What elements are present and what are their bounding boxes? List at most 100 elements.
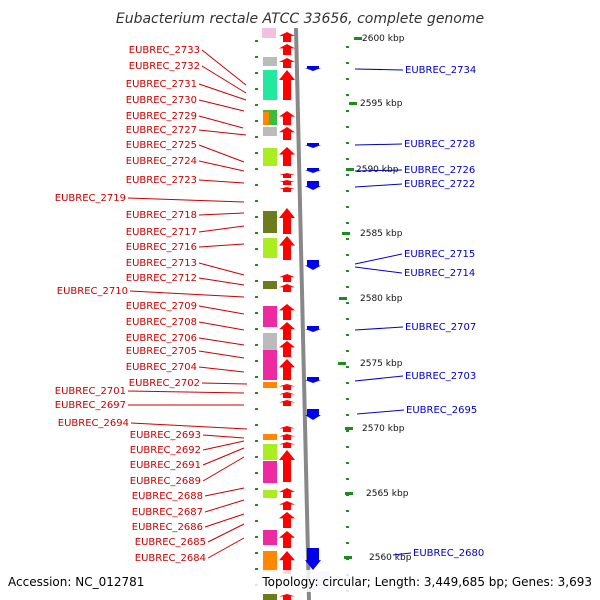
left-leader-line (201, 382, 248, 385)
right-gene-label[interactable]: EUBREC_2722 (404, 179, 475, 190)
left-gene-label[interactable]: EUBREC_2718 (126, 210, 197, 221)
track-dash (255, 328, 258, 330)
left-gene-label[interactable]: EUBREC_2725 (126, 140, 197, 151)
forward-gene-arrow (279, 32, 295, 42)
right-gene-label[interactable]: EUBREC_2734 (405, 65, 476, 76)
left-gene-label[interactable]: EUBREC_2701 (55, 386, 126, 397)
track-dash (255, 296, 258, 298)
left-gene-label[interactable]: EUBREC_2712 (126, 273, 197, 284)
feature-block (263, 70, 277, 100)
left-gene-label[interactable]: EUBREC_2704 (126, 362, 197, 373)
forward-gene-arrow (279, 58, 295, 68)
left-gene-label[interactable]: EUBREC_2732 (129, 61, 200, 72)
left-leader-line (198, 212, 245, 216)
track-dash (346, 398, 349, 400)
left-gene-label[interactable]: EUBREC_2705 (126, 346, 197, 357)
track-dash (255, 152, 258, 154)
track-dash (346, 302, 349, 304)
feature-block (263, 434, 277, 440)
reverse-gene-arrow (305, 326, 321, 332)
left-leader-line (198, 160, 245, 172)
left-gene-label[interactable]: EUBREC_2693 (130, 430, 201, 441)
left-leader-line (198, 337, 245, 346)
right-gene-label[interactable]: EUBREC_2726 (404, 165, 475, 176)
feature-block (263, 490, 277, 498)
track-dash (346, 270, 349, 272)
track-dash (255, 376, 258, 378)
track-dash (255, 264, 258, 266)
left-gene-label[interactable]: EUBREC_2724 (126, 156, 197, 167)
reverse-gene-arrow (305, 409, 321, 420)
topology-label: Topology: circular; Length: 3,449,685 bp… (261, 575, 592, 589)
forward-gene-arrow (279, 173, 295, 178)
left-gene-label[interactable]: EUBREC_2717 (126, 227, 197, 238)
scale-tick-label: 2580 kbp (360, 294, 403, 304)
left-gene-label[interactable]: EUBREC_2709 (126, 301, 197, 312)
left-gene-label[interactable]: EUBREC_2719 (55, 193, 126, 204)
right-gene-label[interactable]: EUBREC_2707 (405, 322, 476, 333)
track-dash (346, 542, 349, 544)
right-gene-label[interactable]: EUBREC_2714 (404, 268, 475, 279)
left-gene-label[interactable]: EUBREC_2716 (126, 242, 197, 253)
left-gene-label[interactable]: EUBREC_2697 (55, 400, 126, 411)
forward-gene-arrow (279, 44, 295, 55)
left-gene-label[interactable]: EUBREC_2731 (126, 79, 197, 90)
scale-tick-label: 2595 kbp (360, 99, 403, 109)
track-dash (346, 158, 349, 160)
left-gene-label[interactable]: EUBREC_2706 (126, 333, 197, 344)
left-leader-line (198, 179, 245, 184)
scale-tick (339, 297, 347, 300)
left-leader-line (201, 49, 247, 86)
right-gene-label[interactable]: EUBREC_2695 (406, 405, 477, 416)
forward-gene-arrow (279, 426, 295, 432)
right-gene-label[interactable]: EUBREC_2703 (405, 371, 476, 382)
accession-label: Accession: NC_012781 (8, 575, 144, 589)
left-gene-label[interactable]: EUBREC_2713 (126, 258, 197, 269)
scale-tick (354, 37, 362, 40)
left-gene-label[interactable]: EUBREC_2710 (57, 286, 128, 297)
left-leader-line (198, 99, 245, 112)
left-gene-label[interactable]: EUBREC_2729 (126, 111, 197, 122)
left-leader-line (198, 262, 245, 276)
left-gene-label[interactable]: EUBREC_2688 (132, 491, 203, 502)
track-dash (346, 462, 349, 464)
left-gene-label[interactable]: EUBREC_2708 (126, 317, 197, 328)
feature-block (263, 461, 277, 483)
right-leader-line (354, 68, 404, 71)
track-dash (346, 126, 349, 128)
left-gene-label[interactable]: EUBREC_2691 (130, 460, 201, 471)
scale-tick (346, 168, 354, 171)
track-dash (255, 280, 258, 282)
left-gene-label[interactable]: EUBREC_2685 (135, 537, 206, 548)
right-leader-line (354, 143, 403, 146)
left-gene-label[interactable]: EUBREC_2687 (132, 507, 203, 518)
track-dash (255, 360, 258, 362)
left-gene-label[interactable]: EUBREC_2730 (126, 95, 197, 106)
feature-block (263, 211, 277, 233)
track-dash (346, 206, 349, 208)
feature-block (263, 112, 269, 125)
left-gene-label[interactable]: EUBREC_2723 (126, 175, 197, 186)
scale-tick-label: 2560 kbp (369, 553, 412, 563)
left-gene-label[interactable]: EUBREC_2689 (130, 476, 201, 487)
left-gene-label[interactable]: EUBREC_2694 (58, 418, 129, 429)
forward-gene-arrow (279, 531, 295, 548)
left-gene-label[interactable]: EUBREC_2684 (135, 553, 206, 564)
forward-gene-arrow (279, 187, 295, 192)
left-gene-label[interactable]: EUBREC_2733 (129, 45, 200, 56)
scale-tick-label: 2565 kbp (366, 489, 409, 499)
track-dash (255, 136, 258, 138)
right-leader-line (354, 326, 404, 331)
left-gene-label[interactable]: EUBREC_2727 (126, 125, 197, 136)
reverse-gene-arrow (305, 377, 321, 383)
left-gene-label[interactable]: EUBREC_2692 (130, 445, 201, 456)
left-leader-line (204, 487, 245, 497)
right-gene-label[interactable]: EUBREC_2728 (404, 139, 475, 150)
feature-block (263, 127, 277, 136)
right-gene-label[interactable]: EUBREC_2680 (413, 548, 484, 559)
forward-gene-arrow (279, 284, 295, 292)
right-gene-label[interactable]: EUBREC_2715 (404, 249, 475, 260)
left-gene-label[interactable]: EUBREC_2702 (129, 378, 200, 389)
track-dash (346, 46, 349, 48)
left-gene-label[interactable]: EUBREC_2686 (132, 522, 203, 533)
